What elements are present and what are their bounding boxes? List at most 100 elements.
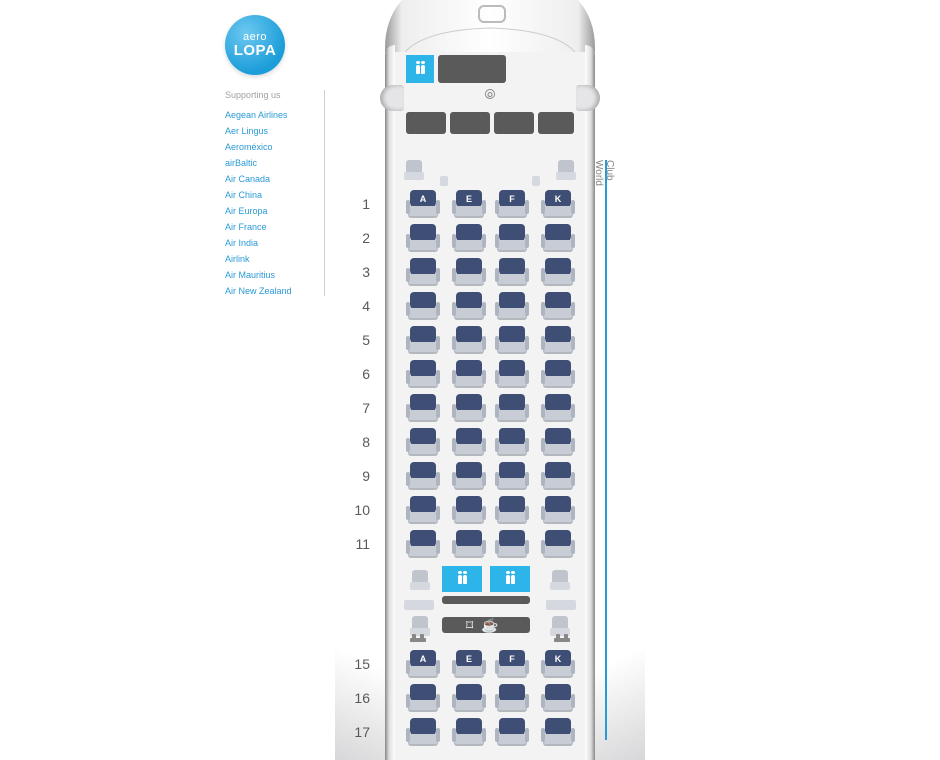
seat[interactable] [495,360,529,388]
seat[interactable] [541,718,575,746]
airline-link[interactable]: Air Europa [225,206,316,216]
airline-link[interactable]: Air Canada [225,174,316,184]
seat[interactable]: K [541,650,575,678]
seat-letter: K [541,194,575,204]
crew-seat [412,570,428,590]
seat[interactable] [541,684,575,712]
seat[interactable] [541,360,575,388]
airline-link[interactable]: airBaltic [225,158,316,168]
seat[interactable] [495,718,529,746]
seat[interactable] [452,326,486,354]
seat[interactable] [452,684,486,712]
row-number: 11 [340,536,370,552]
seat[interactable] [452,360,486,388]
airline-link[interactable]: Airlink [225,254,316,264]
seat[interactable] [406,684,440,712]
seat[interactable] [452,496,486,524]
bulkhead-icon [410,638,426,642]
row-number: 3 [340,264,370,280]
seat[interactable]: A [406,650,440,678]
galley-counter [404,600,434,610]
seat[interactable] [406,428,440,456]
seat[interactable] [541,326,575,354]
seat[interactable] [541,292,575,320]
crew-seat [552,616,568,636]
seat[interactable] [495,224,529,252]
galley [538,112,574,134]
seat[interactable]: F [495,190,529,218]
seat[interactable] [452,462,486,490]
seat[interactable] [541,224,575,252]
seat[interactable]: A [406,190,440,218]
row-number: 17 [340,724,370,740]
airline-link[interactable]: Aeroméxico [225,142,316,152]
galley [450,112,490,134]
seat[interactable] [406,394,440,422]
airline-link[interactable]: Air Mauritius [225,270,316,280]
seat-letter: E [452,194,486,204]
seat[interactable] [406,224,440,252]
cabin-label-club-world: Club World [593,160,615,186]
seat[interactable] [406,326,440,354]
nav-heading: Supporting us [225,90,316,100]
row-number: 16 [340,690,370,706]
cabin-divider-line [605,160,607,740]
airline-link[interactable]: Air China [225,190,316,200]
crew-seat [558,160,574,180]
seat[interactable] [495,530,529,558]
seat[interactable] [495,292,529,320]
row-number: 8 [340,434,370,450]
airline-link[interactable]: Air France [225,222,316,232]
seat[interactable] [541,428,575,456]
galley [494,112,534,134]
logo-line2: LOPA [234,43,277,58]
airline-link[interactable]: Air India [225,238,316,248]
seat[interactable] [452,530,486,558]
seat[interactable] [495,394,529,422]
seat[interactable] [495,326,529,354]
seat[interactable] [495,258,529,286]
galley [442,596,530,604]
seat[interactable] [495,684,529,712]
seat[interactable] [541,462,575,490]
seat[interactable] [452,394,486,422]
row-number: 7 [340,400,370,416]
seat-map: ⦾AEFK☕⌑AEFK [390,0,590,760]
seat[interactable] [541,258,575,286]
seat[interactable] [495,428,529,456]
seat[interactable] [452,428,486,456]
seat[interactable] [406,292,440,320]
seat[interactable]: F [495,650,529,678]
seat[interactable] [452,718,486,746]
seat-letter: K [541,654,575,664]
seat[interactable] [406,258,440,286]
exit-door [576,85,600,111]
row-number: 5 [340,332,370,348]
airline-link[interactable]: Aegean Airlines [225,110,316,120]
airline-link[interactable]: Air New Zealand [225,286,316,296]
seat[interactable] [406,496,440,524]
seat[interactable] [495,496,529,524]
lavatory-icon [490,566,530,592]
crew-seat [552,570,568,590]
seat[interactable] [406,718,440,746]
seat[interactable] [541,496,575,524]
seat[interactable] [452,224,486,252]
row-number: 10 [340,502,370,518]
seat[interactable] [452,292,486,320]
coffee-icon: ☕⌑ [480,617,500,633]
seat[interactable]: E [452,650,486,678]
airline-link[interactable]: Aer Lingus [225,126,316,136]
seat[interactable] [452,258,486,286]
seat[interactable] [406,530,440,558]
seat[interactable] [541,394,575,422]
logo[interactable]: aero LOPA [225,15,285,75]
seat[interactable] [406,360,440,388]
partition [440,176,448,186]
seat[interactable]: E [452,190,486,218]
row-number: 6 [340,366,370,382]
seat[interactable] [406,462,440,490]
seat[interactable] [541,530,575,558]
seat[interactable] [495,462,529,490]
seat[interactable]: K [541,190,575,218]
